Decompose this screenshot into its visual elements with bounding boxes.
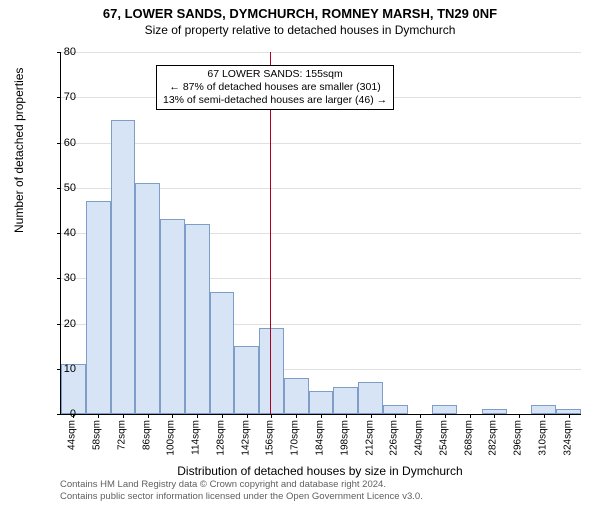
- ytick-label: 80: [64, 46, 76, 58]
- histogram-bar: [284, 378, 309, 414]
- chart-subtitle: Size of property relative to detached ho…: [0, 23, 600, 37]
- annotation-line: 67 LOWER SANDS: 155sqm: [163, 68, 387, 81]
- xtick-mark: [519, 414, 520, 418]
- ytick-mark: [57, 52, 61, 53]
- footer-attribution: Contains HM Land Registry data © Crown c…: [60, 479, 580, 502]
- xtick-label: 142sqm: [240, 420, 251, 456]
- xtick-label: 240sqm: [414, 420, 425, 456]
- ytick-mark: [57, 278, 61, 279]
- ytick-mark: [57, 97, 61, 98]
- xtick-label: 100sqm: [166, 420, 177, 456]
- xtick-label: 198sqm: [339, 420, 350, 456]
- xtick-mark: [371, 414, 372, 418]
- xtick-label: 58sqm: [92, 420, 103, 450]
- xtick-mark: [445, 414, 446, 418]
- gridline: [61, 52, 581, 53]
- ytick-mark: [57, 324, 61, 325]
- histogram-bar: [185, 224, 210, 414]
- xtick-mark: [123, 414, 124, 418]
- xtick-mark: [271, 414, 272, 418]
- xtick-label: 184sqm: [315, 420, 326, 456]
- xtick-mark: [296, 414, 297, 418]
- xtick-mark: [321, 414, 322, 418]
- xtick-mark: [346, 414, 347, 418]
- histogram-bar: [234, 346, 259, 414]
- xtick-mark: [569, 414, 570, 418]
- histogram-bar: [160, 219, 185, 414]
- xtick-mark: [197, 414, 198, 418]
- xtick-mark: [98, 414, 99, 418]
- xtick-mark: [494, 414, 495, 418]
- ytick-label: 70: [64, 91, 76, 103]
- xtick-mark: [470, 414, 471, 418]
- histogram-bar: [135, 183, 160, 414]
- ytick-label: 60: [64, 137, 76, 149]
- histogram-bar: [358, 382, 383, 414]
- histogram-bar: [86, 201, 111, 414]
- xtick-mark: [222, 414, 223, 418]
- ytick-mark: [57, 143, 61, 144]
- annotation-line: ← 87% of detached houses are smaller (30…: [163, 81, 387, 94]
- ytick-label: 30: [64, 272, 76, 284]
- histogram-bar: [432, 405, 457, 414]
- y-axis-label: Number of detached properties: [12, 68, 26, 233]
- histogram-bar: [531, 405, 556, 414]
- xtick-label: 296sqm: [513, 420, 524, 456]
- xtick-mark: [148, 414, 149, 418]
- ytick-label: 50: [64, 182, 76, 194]
- ytick-label: 20: [64, 318, 76, 330]
- xtick-label: 72sqm: [116, 420, 127, 450]
- x-axis-label: Distribution of detached houses by size …: [60, 464, 580, 478]
- xtick-mark: [395, 414, 396, 418]
- xtick-label: 268sqm: [463, 420, 474, 456]
- histogram-bar: [111, 120, 136, 414]
- ytick-label: 0: [70, 408, 76, 420]
- footer-line: Contains HM Land Registry data © Crown c…: [60, 479, 580, 490]
- plot-region: 67 LOWER SANDS: 155sqm← 87% of detached …: [60, 52, 581, 415]
- gridline: [61, 143, 581, 144]
- xtick-label: 86sqm: [141, 420, 152, 450]
- xtick-mark: [247, 414, 248, 418]
- histogram-bar: [210, 292, 235, 414]
- ytick-mark: [57, 414, 61, 415]
- footer-line: Contains public sector information licen…: [60, 491, 580, 502]
- xtick-label: 226sqm: [389, 420, 400, 456]
- xtick-label: 128sqm: [215, 420, 226, 456]
- xtick-mark: [544, 414, 545, 418]
- xtick-label: 282sqm: [488, 420, 499, 456]
- ytick-label: 10: [64, 363, 76, 375]
- histogram-bar: [333, 387, 358, 414]
- xtick-mark: [172, 414, 173, 418]
- chart-area: 67 LOWER SANDS: 155sqm← 87% of detached …: [60, 52, 580, 414]
- xtick-label: 324sqm: [562, 420, 573, 456]
- xtick-label: 156sqm: [265, 420, 276, 456]
- xtick-label: 254sqm: [438, 420, 449, 456]
- xtick-label: 212sqm: [364, 420, 375, 456]
- xtick-label: 310sqm: [537, 420, 548, 456]
- xtick-label: 114sqm: [191, 420, 202, 455]
- histogram-bar: [259, 328, 284, 414]
- chart-title: 67, LOWER SANDS, DYMCHURCH, ROMNEY MARSH…: [0, 6, 600, 21]
- histogram-bar: [383, 405, 408, 414]
- xtick-label: 44sqm: [67, 420, 78, 450]
- annotation-line: 13% of semi-detached houses are larger (…: [163, 94, 387, 107]
- ytick-mark: [57, 233, 61, 234]
- xtick-mark: [420, 414, 421, 418]
- xtick-label: 170sqm: [290, 420, 301, 456]
- histogram-bar: [309, 391, 334, 414]
- annotation-box: 67 LOWER SANDS: 155sqm← 87% of detached …: [156, 65, 394, 110]
- ytick-label: 40: [64, 227, 76, 239]
- ytick-mark: [57, 188, 61, 189]
